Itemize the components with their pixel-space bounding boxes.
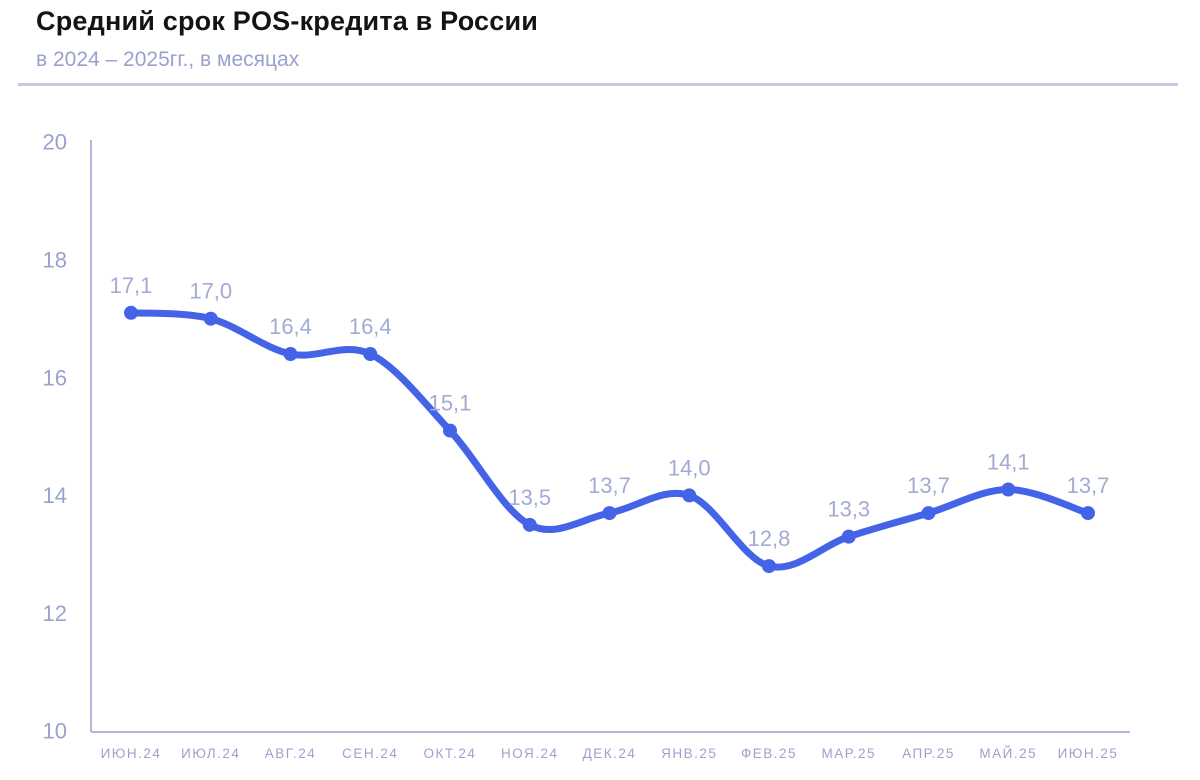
pos-credit-term-line-chart: 10 12 14 16 18 20 ИЮН.24 ИЮЛ.24 АВГ.24 СЕН.24 ОКТ.… [43, 130, 1130, 761]
x-tick-label: СЕН.24 [342, 746, 398, 761]
data-point-marker [283, 347, 298, 362]
data-point-marker [1081, 506, 1095, 521]
data-point-marker [602, 506, 617, 521]
x-tick-label: НОЯ.24 [501, 746, 558, 761]
data-point-value-label: 12,8 [748, 526, 791, 551]
data-point-marker [203, 311, 218, 326]
x-tick-label: АВГ.24 [265, 746, 316, 761]
x-tick-label: МАР.25 [822, 746, 876, 761]
y-tick-label: 10 [43, 719, 67, 744]
data-point-marker [1001, 482, 1016, 497]
chart-subtitle: в 2024 – 2025гг., в месяцах [36, 48, 300, 71]
x-tick-label: ОКТ.24 [424, 746, 477, 761]
y-tick-label: 12 [43, 601, 67, 626]
data-point-marker [363, 347, 378, 362]
data-point-marker [443, 423, 457, 438]
y-tick-label: 18 [43, 248, 67, 273]
data-point-value-label: 14,0 [668, 455, 711, 480]
data-point-value-label: 13,3 [827, 497, 870, 522]
data-point-value-label: 13,7 [1067, 473, 1110, 498]
series-line [127, 309, 1092, 571]
data-point-value-label: 13,5 [508, 485, 551, 510]
data-point-marker [762, 559, 776, 574]
data-point-value-label: 17,0 [189, 279, 232, 304]
data-point-value-label: 14,1 [987, 450, 1030, 475]
data-point-marker [841, 529, 856, 544]
x-tick-label: АПР.25 [902, 746, 955, 761]
data-point-marker [921, 506, 936, 521]
y-tick-label: 14 [43, 483, 67, 508]
y-tick-label: 20 [43, 130, 67, 155]
x-tick-label: ФЕВ.25 [741, 746, 797, 761]
x-tick-label: МАЙ.25 [979, 746, 1037, 761]
data-point-marker [522, 517, 537, 532]
data-point-marker [682, 488, 697, 503]
x-tick-label: ИЮЛ.24 [181, 746, 240, 761]
data-point-value-label: 13,7 [907, 473, 950, 498]
y-tick-label: 16 [43, 365, 67, 390]
data-point-marker [124, 305, 138, 320]
x-tick-label: ЯНВ.25 [661, 746, 717, 761]
chart-title: Средний срок POS-кредита в России [36, 6, 539, 36]
x-tick-label: ДЕК.24 [583, 746, 637, 761]
data-point-value-label: 15,1 [429, 391, 472, 416]
data-point-value-label: 16,4 [349, 314, 392, 339]
x-tick-label: ИЮН.25 [1058, 746, 1119, 761]
data-point-value-label: 17,1 [110, 273, 153, 298]
x-tick-label: ИЮН.24 [101, 746, 162, 761]
header-divider [18, 83, 1178, 86]
data-point-value-label: 16,4 [269, 314, 312, 339]
data-point-value-label: 13,7 [588, 473, 631, 498]
